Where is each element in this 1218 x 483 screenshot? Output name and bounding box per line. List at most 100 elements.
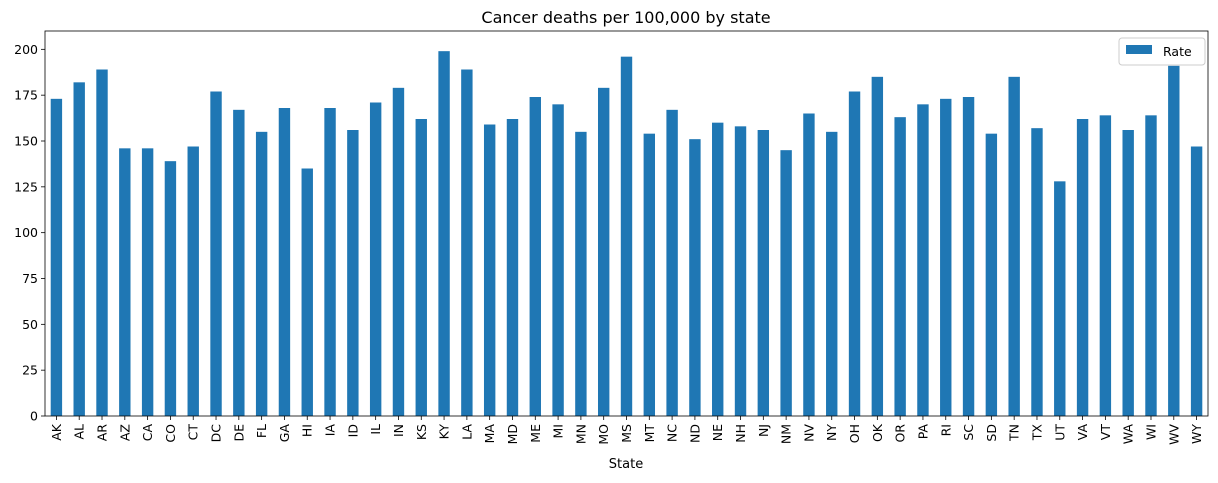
x-tick-label: LA xyxy=(459,424,474,440)
x-axis: AK AL AR AZ CA CO CT DC DE FL GA HI IA ID IL IN KS KY LA MA… xyxy=(49,416,1204,445)
bar-vt xyxy=(1099,115,1112,416)
x-tick-label: DC xyxy=(209,424,224,443)
x-tick-label: CO xyxy=(163,424,178,443)
x-tick-label: ND xyxy=(687,424,702,443)
x-tick-label: IN xyxy=(391,424,406,437)
bar-nm xyxy=(780,150,792,416)
bar-mo xyxy=(597,87,610,416)
chart-title: Cancer deaths per 100,000 by state xyxy=(481,8,770,27)
x-tick-label: NM xyxy=(779,424,794,444)
bar-de xyxy=(233,109,245,416)
x-tick-label: RI xyxy=(938,424,953,436)
bar-co xyxy=(164,161,177,416)
y-tick-label: 25 xyxy=(22,363,38,378)
bar-fl xyxy=(255,131,268,417)
legend-label: Rate xyxy=(1163,44,1192,59)
bar-ct xyxy=(187,146,199,416)
bar-ok xyxy=(871,76,884,416)
x-tick-label: AK xyxy=(49,423,64,441)
bar-tn xyxy=(1008,76,1020,416)
bar-nj xyxy=(757,130,770,416)
bar-pa xyxy=(917,104,929,416)
bar-ut xyxy=(1054,181,1066,416)
bar-ak xyxy=(50,98,63,416)
y-tick-label: 150 xyxy=(14,134,38,149)
bar-ky xyxy=(438,51,450,417)
bar-mn xyxy=(575,131,587,417)
bar-dc xyxy=(210,91,222,416)
x-tick-label: WV xyxy=(1166,424,1181,445)
bar-or xyxy=(894,117,906,417)
bar-mt xyxy=(643,133,656,416)
x-tick-label: NE xyxy=(710,424,725,441)
bar-al xyxy=(73,82,85,416)
x-tick-label: MS xyxy=(619,424,634,443)
x-tick-label: VT xyxy=(1098,424,1113,441)
x-tick-label: UT xyxy=(1052,424,1067,441)
x-tick-label: ME xyxy=(528,424,543,443)
bar-hi xyxy=(301,168,313,416)
y-axis: 0 25 50 75 100 125 150 175 200 xyxy=(14,42,45,424)
bar-me xyxy=(529,97,541,416)
bars-group xyxy=(50,51,1203,417)
y-tick-label: 100 xyxy=(14,225,38,240)
legend-box xyxy=(1118,37,1206,66)
x-tick-label: AL xyxy=(72,424,87,440)
y-tick-label: 75 xyxy=(22,271,38,286)
x-tick-label: CA xyxy=(140,424,155,442)
x-tick-label: IA xyxy=(323,424,338,437)
x-tick-label: TX xyxy=(1029,424,1044,442)
y-tick-label: 200 xyxy=(14,42,38,57)
bar-sc xyxy=(962,97,975,416)
bar-ms xyxy=(620,56,633,417)
x-tick-label: KY xyxy=(437,424,452,440)
bar-nh xyxy=(734,126,747,416)
bar-la xyxy=(461,69,473,416)
x-tick-label: KS xyxy=(414,424,429,440)
bar-id xyxy=(347,130,359,416)
x-tick-label: IL xyxy=(368,424,383,435)
bar-ri xyxy=(940,98,952,416)
x-tick-label: MA xyxy=(482,424,497,444)
bar-wv xyxy=(1168,65,1180,416)
x-tick-label: NV xyxy=(801,424,816,442)
bar-wa xyxy=(1122,130,1134,416)
y-tick-label: 0 xyxy=(30,409,38,424)
x-tick-label: WY xyxy=(1189,424,1204,444)
x-tick-label: WI xyxy=(1143,424,1158,440)
x-tick-label: TN xyxy=(1007,424,1022,442)
y-tick-label: 125 xyxy=(14,179,38,194)
y-tick-label: 175 xyxy=(14,88,38,103)
x-tick-label: AZ xyxy=(117,424,132,441)
x-tick-label: NJ xyxy=(756,424,771,437)
bar-nd xyxy=(689,139,701,416)
x-tick-label: HI xyxy=(300,424,315,437)
bar-va xyxy=(1076,119,1089,416)
bar-nv xyxy=(803,113,815,416)
bar-ks xyxy=(415,119,427,416)
x-tick-label: AR xyxy=(95,424,110,442)
x-tick-label: GA xyxy=(277,424,292,443)
x-tick-label: MD xyxy=(505,424,520,444)
x-tick-label: NH xyxy=(733,424,748,443)
bar-ar xyxy=(96,69,108,416)
x-tick-label: VA xyxy=(1075,424,1090,441)
bar-tx xyxy=(1031,128,1043,416)
bar-nc xyxy=(666,109,678,416)
y-tick-label: 50 xyxy=(22,317,38,332)
bar-ma xyxy=(483,124,496,416)
bar-ia xyxy=(324,108,336,416)
x-axis-label: State xyxy=(609,457,643,472)
x-tick-label: PA xyxy=(915,424,930,440)
bar-in xyxy=(392,87,405,416)
bar-az xyxy=(119,148,131,417)
legend-swatch xyxy=(1126,45,1152,54)
plot-frame xyxy=(44,30,1209,417)
bar-ne xyxy=(712,122,724,417)
x-tick-label: OK xyxy=(870,423,885,442)
x-tick-label: OR xyxy=(893,424,908,443)
x-tick-label: FL xyxy=(254,424,269,438)
x-tick-label: SD xyxy=(984,424,999,442)
